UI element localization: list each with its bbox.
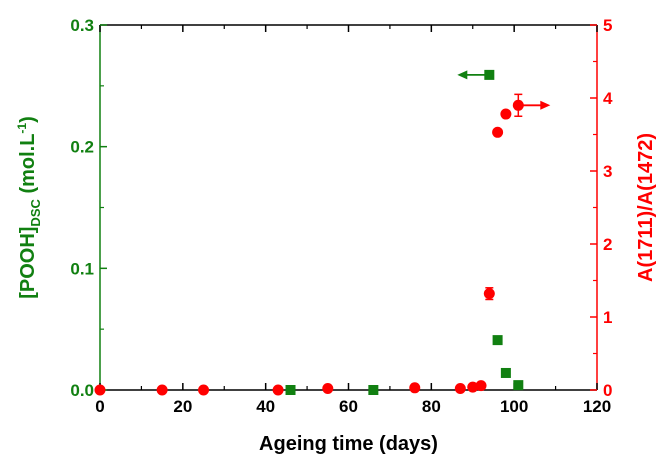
pooh-data-point [513,380,524,391]
x-tick-label: 120 [583,397,611,416]
y-right-tick-label: 4 [603,89,613,108]
axis-indicator-arrow-head [540,100,551,110]
y-right-tick-label: 1 [603,308,612,327]
absorbance-ratio-data-point [467,381,479,393]
y-right-tick-label: 3 [603,162,612,181]
x-tick-label: 40 [256,397,275,416]
y-left-axis-title: [POOH]DSC (mol.L-1) [15,116,43,299]
y-left-title-unit: (mol.L [17,134,39,200]
absorbance-ratio-data-point [272,384,284,396]
x-tick-label: 20 [173,397,192,416]
y-right-tick-label: 0 [603,381,612,400]
y-left-tick-label: 0.3 [70,16,94,35]
y-left-title-subscript: DSC [28,199,43,227]
pooh-data-point [285,385,296,395]
y-left-title-main: [POOH] [17,227,39,299]
absorbance-ratio-data-point [512,99,524,111]
pooh-data-point [492,335,503,346]
pooh-data-point [368,385,379,395]
absorbance-ratio-data-point [475,380,487,392]
y-left-tick-label: 0.0 [70,381,94,400]
x-tick-label: 0 [95,397,104,416]
pooh-data-point [500,367,511,378]
x-tick-label: 60 [339,397,358,416]
y-right-axis-title: A(1711)/A(1472) [635,133,657,282]
x-tick-label: 80 [422,397,441,416]
absorbance-ratio-data-point [94,384,106,396]
y-left-tick-label: 0.1 [70,259,94,278]
absorbance-ratio-data-point [483,288,495,300]
absorbance-ratio-data-point [454,383,466,395]
y-right-tick-label: 5 [603,16,612,35]
absorbance-ratio-data-point [409,382,421,394]
x-tick-label: 100 [500,397,528,416]
absorbance-ratio-data-point [198,384,210,396]
axis-indicator-arrow-head [457,70,468,80]
absorbance-ratio-data-point [500,108,512,120]
absorbance-ratio-data-point [492,126,504,138]
y-left-tick-label: 0.2 [70,138,94,157]
x-axis-title: Ageing time (days) [259,433,438,455]
y-left-title-close: ) [17,116,39,123]
absorbance-ratio-data-point [156,384,168,396]
pooh-data-point [484,69,495,80]
y-right-tick-label: 2 [603,235,612,254]
absorbance-ratio-data-point [322,383,334,395]
y-left-title-superscript: -1 [15,123,29,134]
